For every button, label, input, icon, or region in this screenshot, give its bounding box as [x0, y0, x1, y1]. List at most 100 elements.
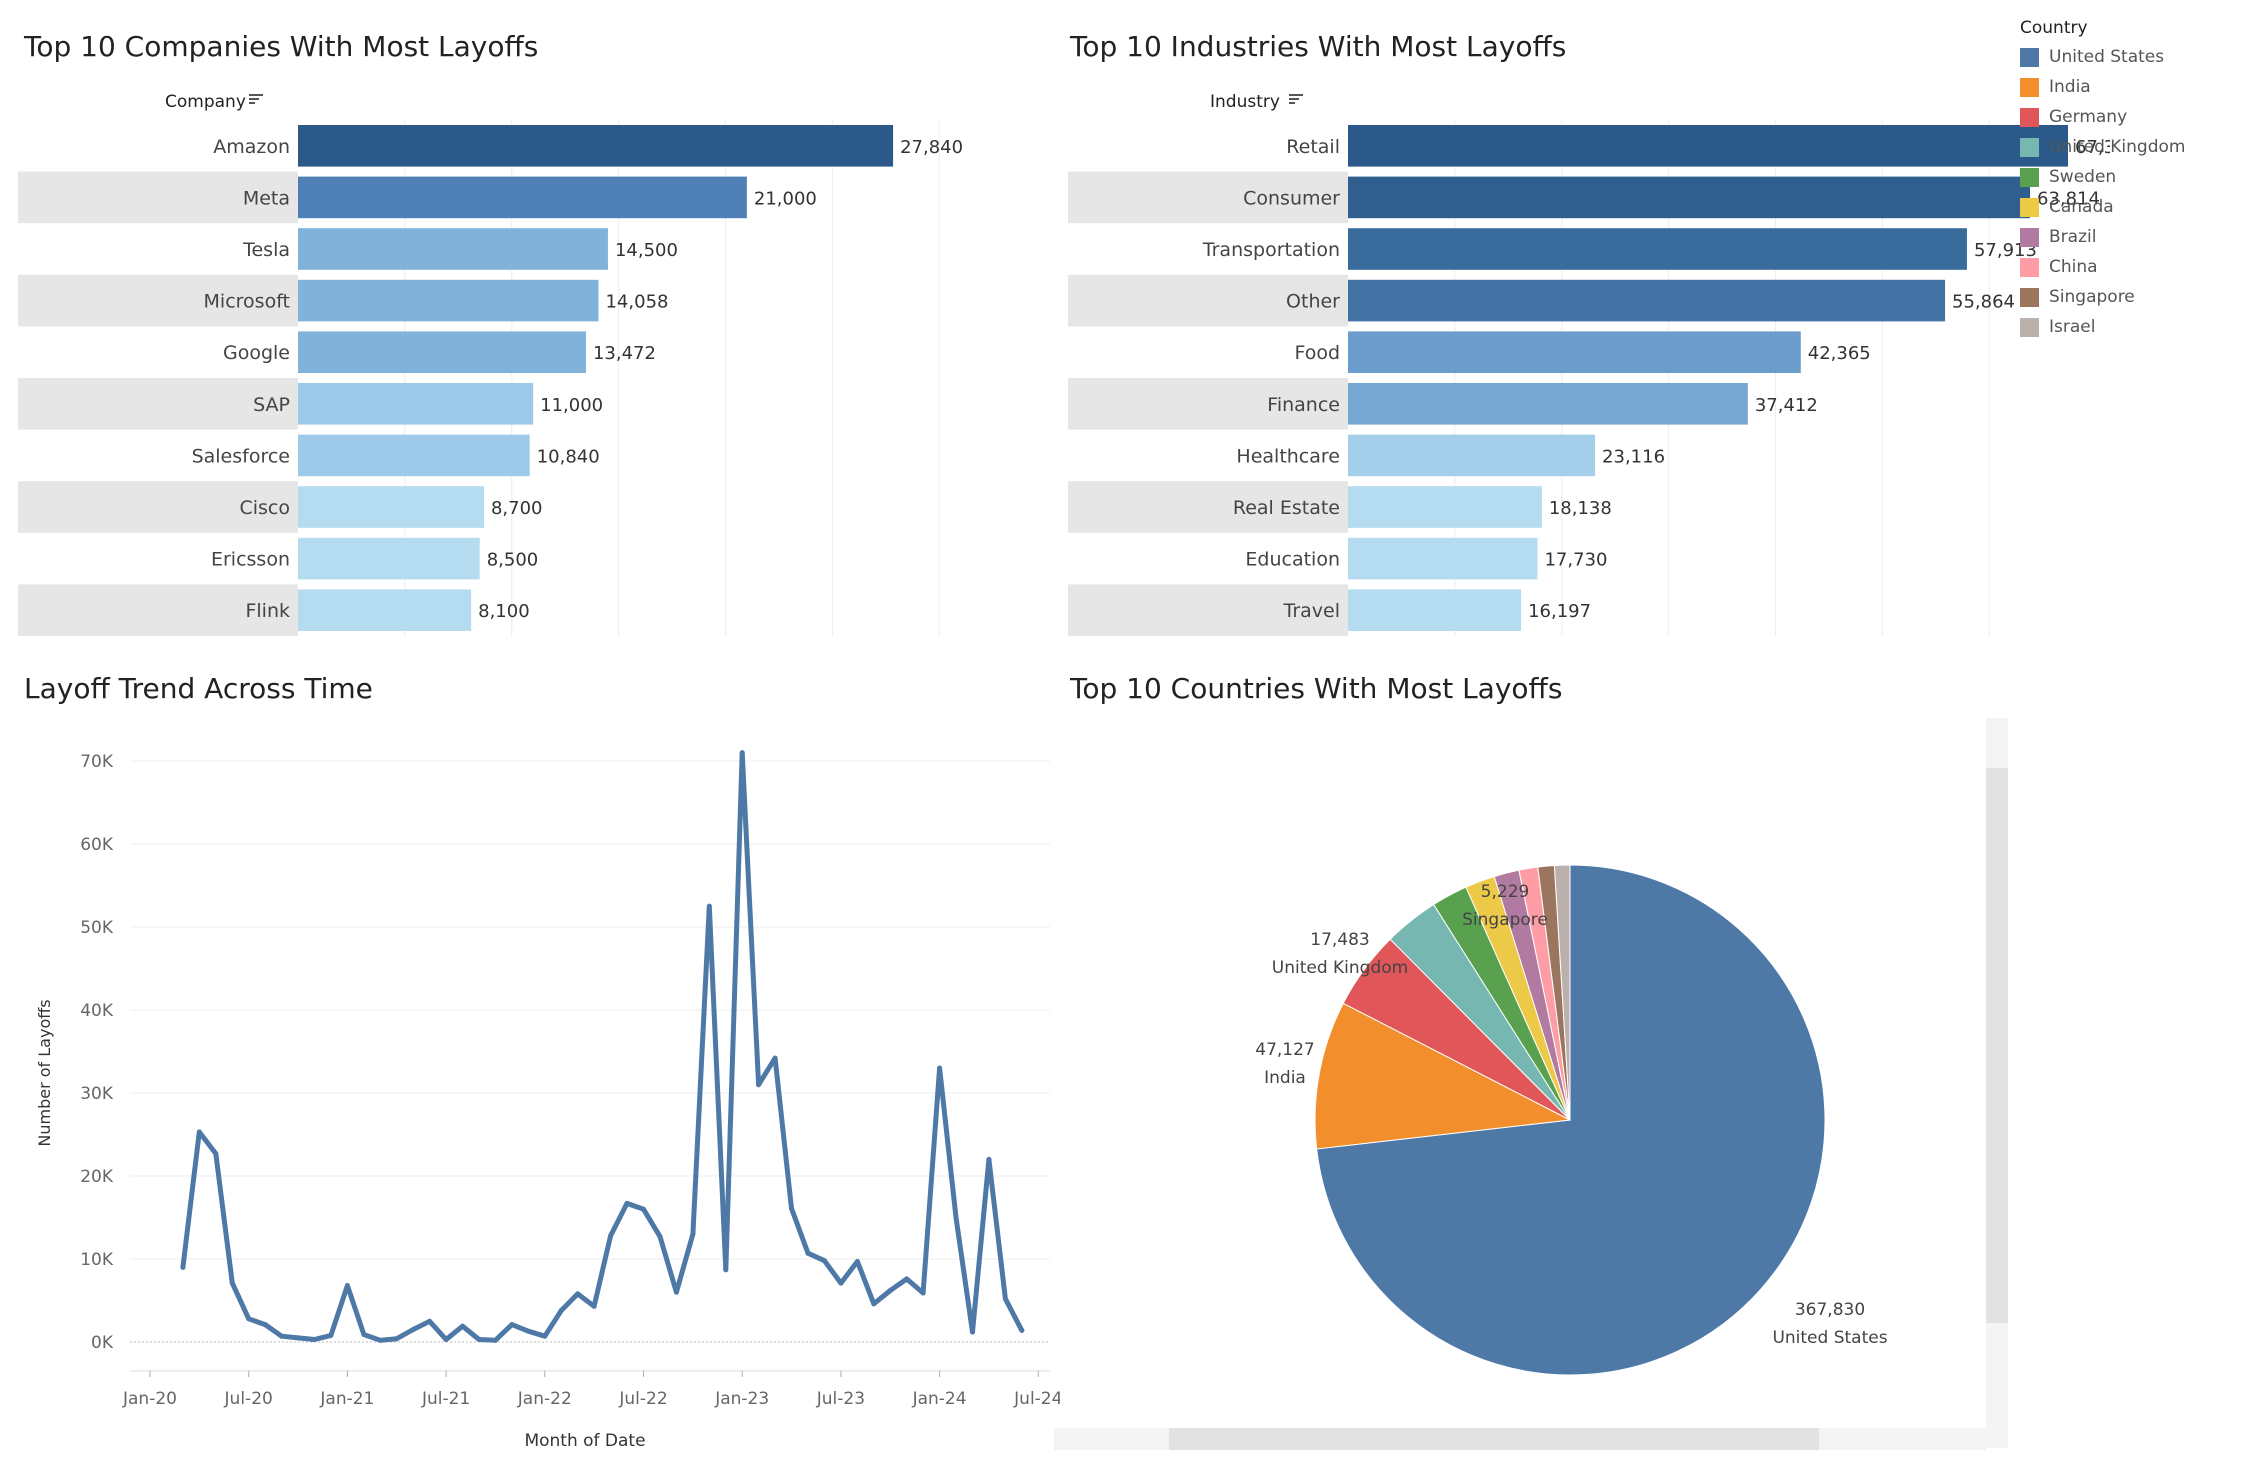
industries-value-label: 18,138: [1549, 498, 1612, 519]
trend-data-point: [246, 1316, 252, 1322]
pie-vertical-scroll-thumb[interactable]: [1986, 768, 2008, 1323]
trend-data-point: [772, 1055, 778, 1061]
countries-pie-chart: 367,830 United States 47,127 India 17,483 Uni…: [1255, 864, 1888, 1376]
industries-column-header: Industry: [1210, 92, 1280, 112]
trend-x-tick-label: Jan-23: [714, 1389, 769, 1409]
trend-y-tick-label: 60K: [80, 835, 114, 855]
trend-data-point: [492, 1337, 498, 1343]
trend-y-tick-label: 0K: [91, 1333, 114, 1353]
trend-data-point: [706, 903, 712, 909]
industries-value-label: 63,814: [2037, 188, 2100, 209]
industries-category-label: Food: [1294, 342, 1340, 364]
legend-label: Israel: [2049, 317, 2096, 337]
companies-bar: [298, 486, 484, 528]
companies-bar: [298, 176, 747, 219]
trend-x-tick-label: Jul-24: [1013, 1389, 1060, 1409]
trend-data-point: [739, 750, 745, 756]
companies-category-label: Flink: [245, 600, 290, 622]
trend-data-point: [542, 1333, 548, 1339]
pie-vertical-scrollbar[interactable]: [1986, 718, 2008, 1448]
companies-category-label: Salesforce: [192, 445, 290, 467]
companies-bar: [298, 331, 586, 373]
companies-category-label: Ericsson: [211, 549, 290, 571]
companies-row-band: [18, 584, 298, 636]
companies-sort-icon-line: [249, 102, 255, 104]
trend-y-tick-label: 10K: [80, 1250, 114, 1270]
pie-name-label: India: [1264, 1068, 1306, 1088]
trend-y-tick-label: 50K: [80, 918, 114, 938]
trend-data-point: [410, 1327, 416, 1333]
pie-horizontal-scrollbar[interactable]: [1054, 1428, 1986, 1450]
industries-bar: [1348, 176, 2031, 219]
industries-sort-icon-line: [1289, 94, 1303, 96]
industries-bar: [1348, 125, 2068, 167]
pie-horizontal-scroll-thumb[interactable]: [1169, 1428, 1819, 1450]
companies-value-label: 13,472: [593, 343, 656, 364]
legend-item[interactable]: Sweden: [2020, 162, 2240, 192]
countries-chart-title: Top 10 Countries With Most Layoffs: [1070, 672, 1563, 705]
legend-item[interactable]: Brazil: [2020, 222, 2240, 252]
legend-item[interactable]: United Kingdom: [2020, 132, 2240, 162]
companies-value-label: 8,100: [478, 601, 530, 622]
trend-data-point: [509, 1322, 515, 1328]
trend-data-point: [575, 1291, 581, 1297]
industries-bar: [1348, 331, 1801, 373]
trend-y-tick-label: 20K: [80, 1167, 114, 1187]
industries-category-label: Travel: [1283, 600, 1340, 622]
trend-x-tick-label: Jul-21: [421, 1389, 470, 1409]
companies-value-label: 10,840: [537, 446, 600, 467]
trend-data-point: [756, 1082, 762, 1088]
pie-value-label: 5,229: [1481, 882, 1530, 902]
trend-data-point: [213, 1151, 219, 1157]
trend-x-axis-title: Month of Date: [524, 1431, 645, 1451]
pie-value-label: 17,483: [1310, 930, 1369, 950]
industries-category-label: Healthcare: [1236, 445, 1340, 467]
industries-category-label: Other: [1286, 291, 1340, 313]
legend-swatch: [2020, 167, 2039, 187]
trend-data-point: [953, 1215, 959, 1220]
companies-bar-chart: Company Amazon 27,840 Meta 21,000 Tesla 14,500…: [18, 92, 963, 636]
companies-category-label: SAP: [253, 394, 290, 416]
legend-item[interactable]: Canada: [2020, 192, 2240, 222]
trend-data-point: [608, 1233, 614, 1239]
industries-category-label: Retail: [1286, 136, 1340, 158]
legend-label: Canada: [2049, 197, 2114, 217]
industries-bar: [1348, 228, 1967, 270]
trend-data-point: [657, 1234, 663, 1240]
trend-data-point: [591, 1303, 597, 1309]
companies-value-label: 14,500: [615, 240, 678, 261]
trend-data-point: [558, 1307, 564, 1313]
legend-item[interactable]: Israel: [2020, 312, 2240, 342]
companies-sort-icon: [249, 94, 263, 104]
companies-bar: [298, 383, 534, 425]
legend-item[interactable]: Germany: [2020, 102, 2240, 132]
legend-label: United Kingdom: [2049, 137, 2186, 157]
pie-value-label: 367,830: [1795, 1300, 1865, 1320]
industries-value-label: 55,864: [1952, 292, 2015, 313]
legend-item[interactable]: United States: [2020, 42, 2240, 72]
legend-item[interactable]: India: [2020, 72, 2240, 102]
industries-bar: [1348, 537, 1538, 580]
trend-data-point: [690, 1231, 696, 1237]
industries-bar: [1348, 589, 1522, 631]
country-legend: Country United States India Germany United …: [2020, 18, 2240, 342]
industries-category-label: Education: [1245, 549, 1340, 571]
industries-row-band: [1068, 378, 1348, 430]
trend-data-point: [443, 1337, 449, 1343]
companies-category-label: Cisco: [239, 497, 290, 519]
trend-chart-title: Layoff Trend Across Time: [24, 672, 373, 705]
legend-swatch: [2020, 227, 2039, 247]
companies-bar: [298, 228, 608, 270]
industries-value-label: 37,412: [1755, 395, 1818, 416]
legend-swatch: [2020, 107, 2039, 127]
legend-swatch: [2020, 137, 2039, 157]
companies-sort-icon-line: [249, 98, 259, 100]
trend-data-point: [673, 1289, 679, 1295]
trend-y-tick-label: 30K: [80, 1084, 114, 1104]
legend-item[interactable]: China: [2020, 252, 2240, 282]
companies-category-label: Tesla: [242, 239, 290, 261]
industries-row-band: [1068, 481, 1348, 533]
companies-bar: [298, 279, 599, 322]
legend-swatch: [2020, 77, 2039, 97]
legend-item[interactable]: Singapore: [2020, 282, 2240, 312]
